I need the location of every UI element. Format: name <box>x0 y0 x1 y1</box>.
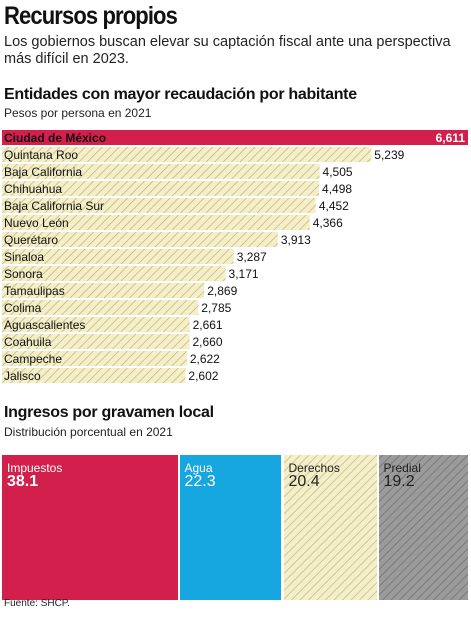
category-label: Baja California <box>4 165 82 179</box>
segment-derechos: Derechos 20.4 <box>283 455 377 600</box>
segment-label: Impuestos <box>7 461 63 475</box>
value-label: 4,366 <box>313 216 343 230</box>
bar-sonora <box>2 266 226 281</box>
stack-chart-title: Ingresos por gravamen local <box>4 404 214 421</box>
bar-colima <box>2 300 199 315</box>
bar-aguascalientes <box>2 317 190 332</box>
value-label: 4,498 <box>322 182 352 196</box>
value-label: 4,452 <box>319 199 349 213</box>
category-label: Campeche <box>4 352 62 366</box>
category-label: Baja California Sur <box>4 199 104 213</box>
category-label: Nuevo León <box>4 216 69 230</box>
segment-predial: Predial 19.2 <box>378 455 468 600</box>
bar-tamaulipas <box>2 283 205 298</box>
page-title: Recursos propios <box>4 2 178 30</box>
bar-quer-taro <box>2 232 278 247</box>
value-label: 4,505 <box>323 165 353 179</box>
category-label: Tamaulipas <box>4 284 65 298</box>
value-label: 2,622 <box>190 352 220 366</box>
value-label: 2,660 <box>192 335 222 349</box>
segment-label: Agua <box>184 461 213 475</box>
value-label: 2,602 <box>188 369 218 383</box>
category-label: Coahuila <box>4 335 52 349</box>
stacked-share-chart: Impuestos 38.1 Agua 22.3 Derechos 20.4 Predial… <box>2 455 468 600</box>
bar-campeche <box>2 351 187 366</box>
page-subtitle: Los gobiernos buscan elevar su captación… <box>4 34 451 67</box>
bar-chart-subtitle: Pesos por persona en 2021 <box>4 106 152 120</box>
bar-chart-title: Entidades con mayor recaudación por habi… <box>4 86 357 103</box>
category-label: Jalisco <box>4 369 41 383</box>
category-label: Quintana Roo <box>4 148 78 162</box>
segment-value: 22.3 <box>184 473 216 490</box>
bar-chart: Ciudad de México 6,611 Quintana Roo 5,239 Ba… <box>2 130 468 383</box>
bar-sinaloa <box>2 249 234 264</box>
bar-baja-california <box>2 164 320 179</box>
bar-quintana-roo <box>2 147 372 162</box>
bar-ciudad-de-m-xico <box>2 130 468 145</box>
segment-label: Predial <box>383 461 421 475</box>
category-label: Sinaloa <box>4 250 44 264</box>
segment-agua: Agua 22.3 <box>179 455 282 600</box>
category-label: Aguascalientes <box>4 318 85 332</box>
category-label: Querétaro <box>4 233 58 247</box>
bar-coahuila <box>2 334 190 349</box>
segment-value: 38.1 <box>7 473 39 490</box>
segment-impuestos: Impuestos 38.1 <box>2 455 178 600</box>
bar-baja-california-sur <box>2 198 316 213</box>
category-label: Sonora <box>4 267 43 281</box>
value-label: 3,287 <box>237 250 267 264</box>
value-label: 2,661 <box>193 318 223 332</box>
value-label: 3,913 <box>281 233 311 247</box>
category-label: Chihuahua <box>4 182 62 196</box>
segment-value: 19.2 <box>383 473 415 490</box>
category-label: Colima <box>4 301 42 315</box>
value-label: 6,611 <box>436 131 466 145</box>
segment-label: Derechos <box>288 461 340 475</box>
value-label: 2,869 <box>207 284 237 298</box>
stack-chart-subtitle: Distribución porcentual en 2021 <box>4 425 173 439</box>
category-label: Ciudad de México <box>4 131 106 145</box>
value-label: 3,171 <box>229 267 259 281</box>
bar-chihuahua <box>2 181 320 196</box>
bar-nuevo-le-n <box>2 215 310 230</box>
segment-value: 20.4 <box>288 473 320 490</box>
value-label: 2,785 <box>201 301 231 315</box>
bar-jalisco <box>2 368 186 383</box>
value-label: 5,239 <box>374 148 404 162</box>
source-note: Fuente: SHCP. <box>4 598 70 609</box>
